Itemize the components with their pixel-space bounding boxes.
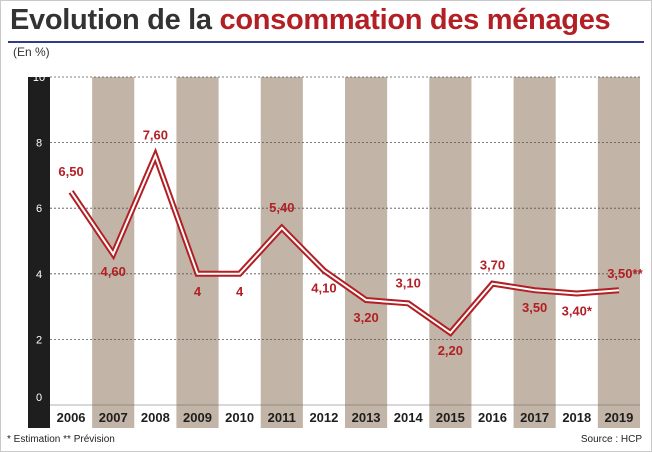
title-part-red: consommation des ménages xyxy=(219,4,611,36)
data-label: 4,10 xyxy=(311,281,336,296)
x-tick-label: 2016 xyxy=(478,410,507,425)
data-label: 2,20 xyxy=(438,343,463,358)
y-tick-label: 2 xyxy=(36,334,42,346)
data-label: 4,60 xyxy=(101,264,126,279)
title-part-dark: Evolution de la xyxy=(10,4,212,36)
column-band xyxy=(260,77,303,428)
x-tick-label: 2008 xyxy=(141,410,170,425)
y-tick-label: 0 xyxy=(36,392,42,404)
y-axis-bar xyxy=(28,77,50,428)
column-band xyxy=(345,77,388,428)
y-tick-label: 8 xyxy=(36,138,42,150)
x-tick-label: 2018 xyxy=(562,410,591,425)
data-label: 3,10 xyxy=(396,275,421,290)
unit-label: (En %) xyxy=(13,45,50,59)
x-tick-label: 2012 xyxy=(309,410,338,425)
title-underline xyxy=(8,41,644,43)
x-tick-label: 2011 xyxy=(268,410,296,425)
column-band xyxy=(597,77,640,428)
data-label: 5,40 xyxy=(269,200,294,215)
x-tick-label: 2015 xyxy=(436,410,465,425)
data-label: 3,50 xyxy=(522,300,547,315)
x-tick-label: 2007 xyxy=(99,410,128,425)
data-label: 4 xyxy=(236,284,244,299)
y-tick-label: 10 xyxy=(33,72,45,84)
x-tick-label: 2017 xyxy=(520,410,549,425)
chart-title: Evolution de la consommation des ménages xyxy=(10,4,611,37)
data-label: 4 xyxy=(194,284,202,299)
y-tick-label: 4 xyxy=(36,269,42,281)
data-label: 3,40* xyxy=(562,303,593,318)
data-label: 3,20 xyxy=(353,310,378,325)
data-label: 3,50** xyxy=(607,266,643,281)
x-tick-label: 2019 xyxy=(604,410,633,425)
column-band xyxy=(429,77,472,428)
column-band xyxy=(513,77,556,428)
source-label: Source : HCP xyxy=(580,434,642,445)
y-tick-label: 6 xyxy=(36,203,42,215)
x-tick-label: 2013 xyxy=(352,410,381,425)
data-label: 7,60 xyxy=(143,128,168,143)
x-tick-label: 2014 xyxy=(394,410,424,425)
x-tick-label: 2010 xyxy=(225,410,254,425)
data-label: 6,50 xyxy=(58,164,83,179)
x-tick-label: 2009 xyxy=(183,410,212,425)
data-label: 3,70 xyxy=(480,258,505,273)
footnote: * Estimation ** Prévision xyxy=(7,434,115,445)
x-tick-label: 2006 xyxy=(57,410,86,425)
series-line-core xyxy=(70,152,620,335)
column-band xyxy=(176,77,219,428)
